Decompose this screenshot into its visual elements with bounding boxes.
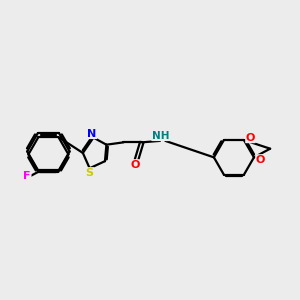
Text: O: O	[130, 160, 140, 170]
Text: O: O	[256, 155, 265, 165]
Text: S: S	[85, 168, 94, 178]
Text: NH: NH	[152, 130, 169, 141]
Text: O: O	[246, 133, 255, 143]
Text: N: N	[87, 128, 97, 139]
Text: F: F	[23, 171, 31, 181]
